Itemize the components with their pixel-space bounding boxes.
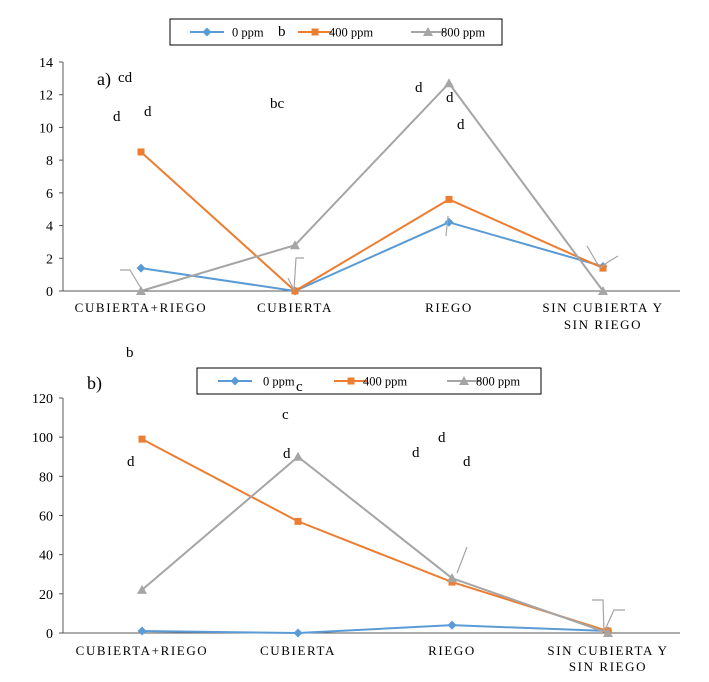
legend-label: 400 ppm xyxy=(329,26,373,40)
data-point-800-ppm xyxy=(447,573,457,583)
legend-label: 400 ppm xyxy=(363,375,407,389)
callout-line xyxy=(586,245,619,269)
data-point-0-ppm xyxy=(447,620,457,630)
x-category-label: CUBIERTA+RIEGO xyxy=(75,300,208,315)
significance-letter: b xyxy=(126,345,134,361)
panel-label: a) xyxy=(97,69,111,90)
y-tick-label: 4 xyxy=(46,220,53,235)
significance-letter: bc xyxy=(270,96,285,112)
callout-line xyxy=(592,599,625,633)
legend-marker xyxy=(347,377,355,385)
significance-letter: c xyxy=(282,407,289,423)
x-category-label: RIEGO xyxy=(428,643,476,658)
data-point-400-ppm xyxy=(137,148,145,156)
significance-letter: d xyxy=(415,80,423,96)
series-line-400-ppm xyxy=(141,438,609,632)
y-tick-label: 40 xyxy=(39,549,53,564)
y-tick-label: 10 xyxy=(39,121,53,136)
y-tick-label: 12 xyxy=(39,89,53,104)
data-point-800-ppm xyxy=(137,584,147,594)
significance-letter: d xyxy=(412,445,420,461)
y-tick-label: 8 xyxy=(46,154,53,169)
legend-marker xyxy=(423,27,433,36)
y-tick-label: 2 xyxy=(46,252,53,267)
callout-line xyxy=(456,546,468,574)
data-point-0-ppm xyxy=(444,217,454,227)
data-point-400-ppm xyxy=(291,287,299,295)
significance-letter: d xyxy=(144,104,152,120)
legend-label: 0 ppm xyxy=(232,26,264,40)
data-point-800-ppm xyxy=(603,628,613,637)
y-tick-label: 0 xyxy=(46,627,53,642)
x-category-label: CUBIERTA xyxy=(260,643,336,658)
y-tick-label: 120 xyxy=(32,392,53,407)
x-category-label: CUBIERTA xyxy=(257,300,333,315)
y-tick-label: 100 xyxy=(32,431,53,446)
significance-letter: cd xyxy=(118,70,133,86)
panel-label: b) xyxy=(87,373,102,394)
y-tick-label: 0 xyxy=(46,285,53,300)
legend-label: 800 ppm xyxy=(476,375,520,389)
data-point-0-ppm xyxy=(136,263,146,273)
data-point-800-ppm xyxy=(290,240,300,250)
x-category-label: RIEGO xyxy=(425,300,473,315)
significance-letter: d xyxy=(283,446,291,462)
series-line-400-ppm xyxy=(140,151,604,292)
y-tick-label: 14 xyxy=(39,56,53,71)
data-point-400-ppm xyxy=(294,517,302,525)
x-category-label: SIN RIEGO xyxy=(569,659,647,674)
data-point-800-ppm xyxy=(136,286,146,295)
legend-marker xyxy=(459,376,469,385)
significance-letter: b xyxy=(278,24,286,40)
data-point-800-ppm xyxy=(293,451,303,461)
legend-marker xyxy=(311,28,319,36)
significance-letter: d xyxy=(457,117,465,133)
legend-marker xyxy=(230,376,240,386)
data-point-0-ppm xyxy=(137,626,147,636)
data-point-0-ppm xyxy=(293,628,303,638)
legend-box xyxy=(196,367,542,395)
x-category-label: CUBIERTA+RIEGO xyxy=(76,643,209,658)
significance-letter: d xyxy=(113,109,121,125)
x-category-label: SIN CUBIERTA Y xyxy=(542,300,663,315)
significance-letter: d xyxy=(127,454,135,470)
callout-line xyxy=(445,215,449,237)
callout-line xyxy=(120,269,143,291)
legend-box xyxy=(169,18,503,46)
series-line-0-ppm xyxy=(141,624,609,634)
series-line-800-ppm xyxy=(141,455,609,634)
data-point-800-ppm xyxy=(598,286,608,295)
data-point-400-ppm xyxy=(445,195,453,203)
callout-line xyxy=(287,257,304,293)
significance-letter: d xyxy=(463,454,471,470)
significance-letter: c xyxy=(296,379,303,395)
series-line-800-ppm xyxy=(140,82,604,292)
y-tick-label: 20 xyxy=(39,588,53,603)
series-line-0-ppm xyxy=(140,221,604,292)
data-point-400-ppm xyxy=(138,435,146,443)
data-point-800-ppm xyxy=(444,78,454,88)
significance-letter: d xyxy=(438,430,446,446)
legend-marker xyxy=(202,27,212,37)
y-tick-label: 6 xyxy=(46,187,53,202)
significance-letter: d xyxy=(446,90,454,106)
y-tick-label: 80 xyxy=(39,470,53,485)
y-tick-label: 60 xyxy=(39,510,53,525)
legend-label: 0 ppm xyxy=(263,375,295,389)
data-point-400-ppm xyxy=(599,264,607,272)
x-category-label: SIN CUBIERTA Y xyxy=(547,643,668,658)
x-category-label: SIN RIEGO xyxy=(564,317,642,332)
legend-label: 800 ppm xyxy=(441,26,485,40)
